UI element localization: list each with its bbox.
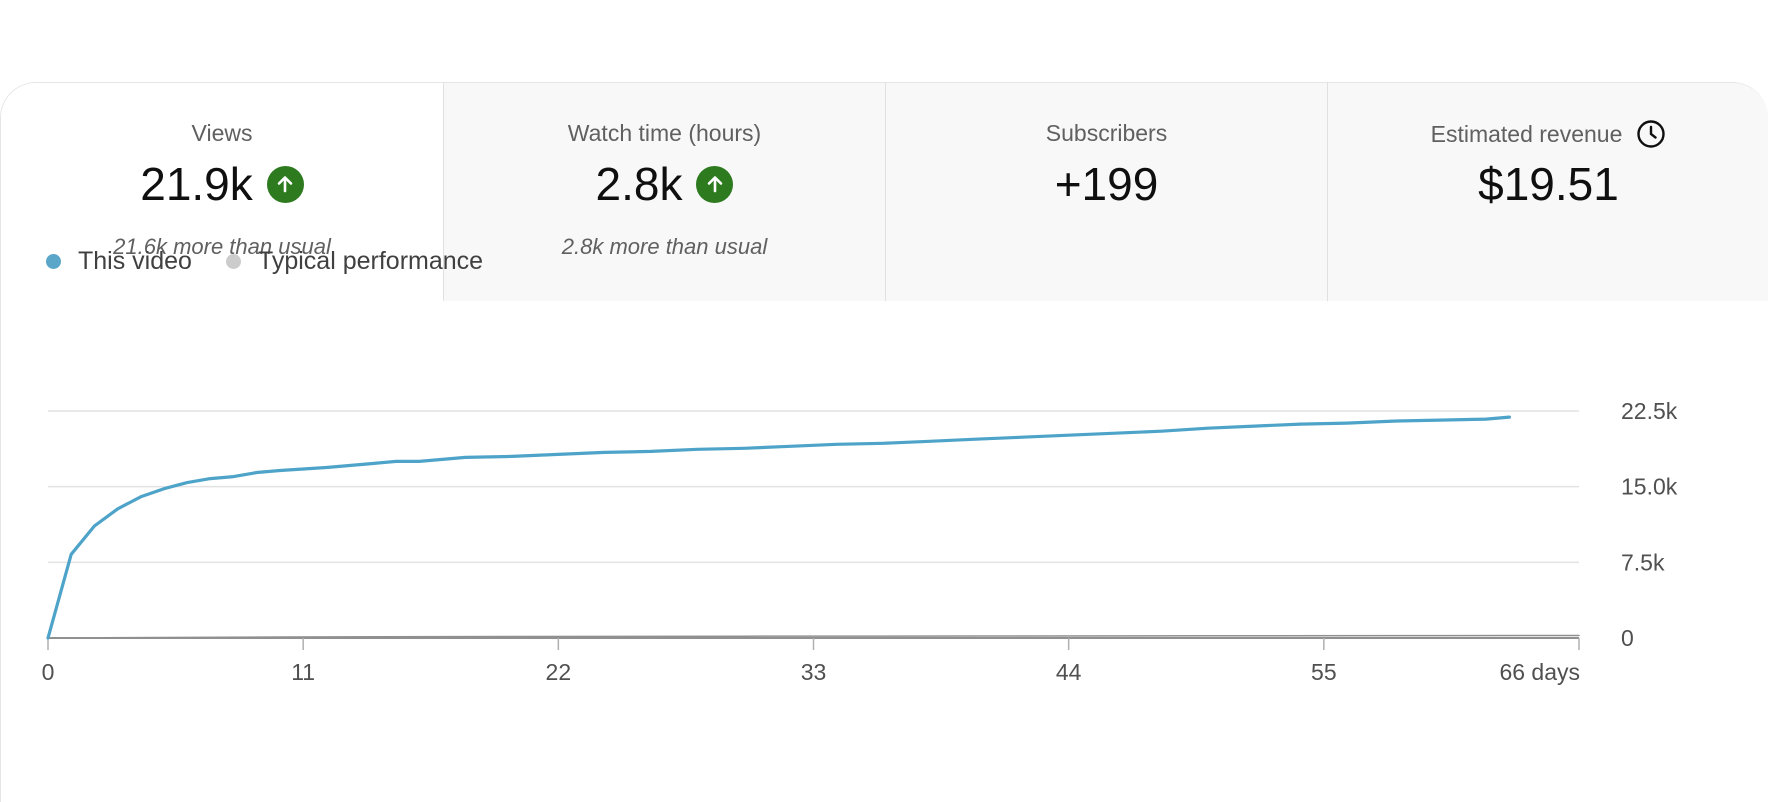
- analytics-card: Views 21.9k 21.6k more than usual Watch …: [0, 82, 1768, 802]
- arrow-up-icon: [266, 165, 304, 203]
- clock-icon: [1636, 119, 1666, 149]
- tab-views[interactable]: Views 21.9k 21.6k more than usual: [1, 83, 443, 301]
- x-tick-label: 22: [546, 659, 572, 685]
- metric-value: +199: [1054, 158, 1159, 210]
- x-tick-label: 0: [42, 659, 55, 685]
- metric-value-row: 2.8k: [444, 157, 885, 211]
- x-tick-label: 11: [291, 659, 315, 685]
- metric-title: Views: [191, 120, 253, 146]
- legend-label: This video: [78, 247, 192, 275]
- metric-value: 21.9k: [140, 158, 253, 210]
- legend-label: Typical performance: [257, 247, 484, 275]
- metric-title-row: Estimated revenue: [1328, 119, 1768, 149]
- x-tick-label: 33: [801, 659, 827, 685]
- legend-dot: [46, 254, 61, 269]
- metric-title: Subscribers: [1045, 120, 1168, 146]
- y-tick-label: 15.0k: [1621, 474, 1678, 500]
- legend-dot: [225, 254, 241, 269]
- tab-subscribers[interactable]: Subscribers +199: [885, 83, 1327, 301]
- legend-item-this-video[interactable]: This video: [46, 247, 192, 276]
- arrow-up-icon: [696, 165, 734, 203]
- series-line-typical-performance: [47, 634, 1580, 639]
- x-tick-label: 55: [1311, 659, 1337, 685]
- y-tick-label: 7.5k: [1621, 549, 1665, 575]
- metric-value-row: +199: [886, 157, 1327, 211]
- x-tick-label: 44: [1056, 659, 1082, 685]
- tab-watch-time[interactable]: Watch time (hours) 2.8k 2.8k more than u…: [443, 83, 885, 301]
- y-tick-label: 0: [1621, 625, 1634, 651]
- legend-item-typical-performance[interactable]: Typical performance: [225, 247, 484, 276]
- metric-tabs: Views 21.9k 21.6k more than usual Watch …: [1, 83, 1768, 301]
- metric-note: 2.8k more than usual: [561, 234, 768, 259]
- metric-value: 2.8k: [595, 158, 683, 210]
- metric-title: Estimated revenue: [1430, 121, 1623, 147]
- chart-legend: This video Typical performance: [46, 247, 517, 276]
- metric-value-row: 21.9k: [1, 157, 443, 211]
- series-line-this-video: [46, 415, 1512, 640]
- metric-title: Watch time (hours): [567, 120, 762, 146]
- x-tick-label: 66 days: [1499, 659, 1580, 685]
- metric-value: $19.51: [1478, 158, 1619, 210]
- tab-estimated-revenue[interactable]: Estimated revenue $19.51: [1327, 83, 1768, 301]
- metric-note: 21.6k more than usual: [113, 234, 331, 259]
- metric-value-row: $19.51: [1328, 157, 1768, 211]
- y-tick-label: 22.5k: [1621, 398, 1678, 424]
